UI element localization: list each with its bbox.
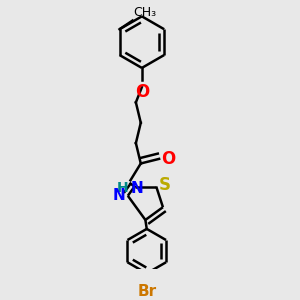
Text: H: H bbox=[117, 182, 128, 195]
Text: S: S bbox=[158, 176, 170, 194]
Text: N: N bbox=[131, 182, 144, 196]
Text: O: O bbox=[161, 150, 176, 168]
Text: N: N bbox=[113, 188, 126, 203]
Text: Br: Br bbox=[137, 284, 156, 299]
Text: CH₃: CH₃ bbox=[134, 7, 157, 20]
Text: O: O bbox=[135, 83, 149, 101]
